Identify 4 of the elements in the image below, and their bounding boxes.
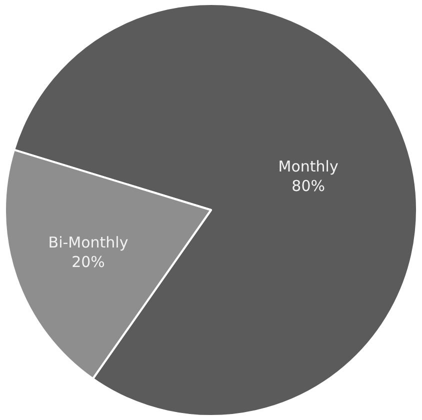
slice-label: Bi-Monthly xyxy=(48,233,128,252)
data-label: 80% xyxy=(292,177,325,196)
slice-label: Monthly xyxy=(278,158,338,176)
data-label: 20% xyxy=(72,252,105,271)
